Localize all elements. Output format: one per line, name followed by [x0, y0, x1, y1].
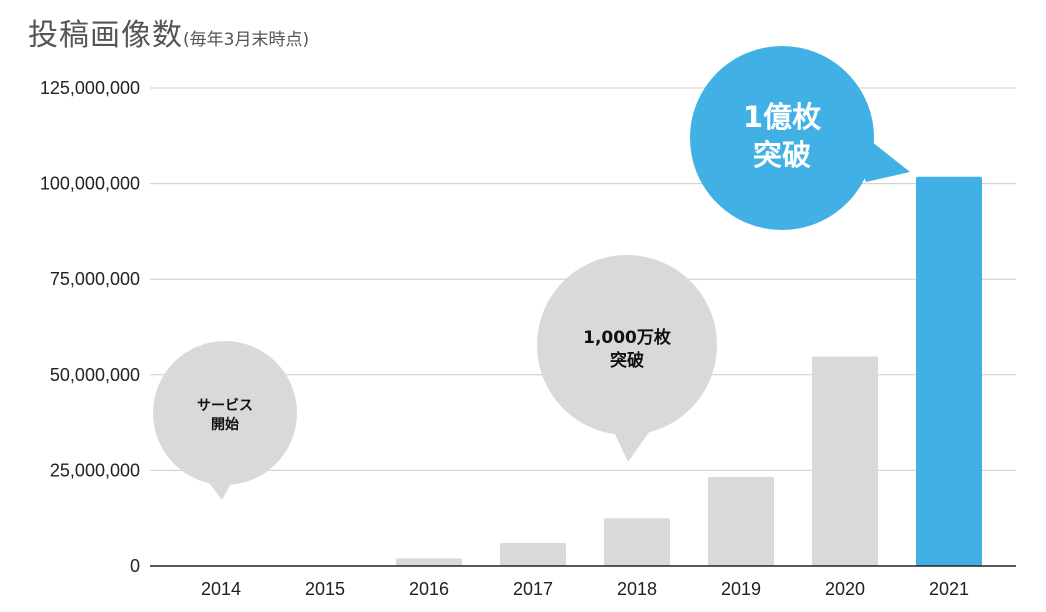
bubble-circle — [690, 46, 874, 230]
bar — [396, 558, 462, 566]
y-axis: 0 25,000,000 50,000,000 75,000,000 100,000,0… — [40, 78, 140, 576]
y-tick-label: 125,000,000 — [40, 78, 140, 98]
bars — [396, 176, 982, 566]
x-tick-label: 2017 — [513, 579, 553, 599]
bubble-text: 突破 — [610, 350, 644, 371]
chart-title-subtitle: (毎年3月末時点) — [183, 30, 310, 50]
bar — [604, 518, 670, 566]
chart-title: 投稿画像数(毎年3月末時点) — [28, 10, 309, 54]
y-tick-label: 0 — [130, 556, 140, 576]
bubble-tail — [188, 455, 236, 500]
bar — [500, 543, 566, 566]
x-tick-label: 2014 — [201, 579, 241, 599]
x-tick-label: 2015 — [305, 579, 345, 599]
x-tick-label: 2016 — [409, 579, 449, 599]
bar — [916, 176, 982, 566]
bar — [708, 476, 774, 566]
bubble-circle — [537, 255, 717, 435]
bubble-text: 突破 — [753, 138, 811, 172]
y-tick-label: 50,000,000 — [50, 365, 140, 385]
x-tick-label: 2018 — [617, 579, 657, 599]
y-tick-label: 100,000,000 — [40, 174, 140, 194]
bar — [812, 356, 878, 566]
chart-title-main: 投稿画像数 — [28, 18, 183, 53]
bubble-tail — [612, 428, 652, 462]
x-tick-label: 2019 — [721, 579, 761, 599]
bubble-circle — [153, 341, 297, 485]
bubble-text: 開始 — [211, 416, 239, 433]
y-tick-label: 25,000,000 — [50, 460, 140, 480]
y-tick-label: 75,000,000 — [50, 269, 140, 289]
bubble-text: 1億枚 — [743, 100, 821, 134]
x-tick-label: 2021 — [929, 579, 969, 599]
bubble-text: サービス — [197, 398, 253, 414]
bubble-text: 1,000万枚 — [583, 327, 672, 348]
x-axis: 2014 2015 2016 2017 2018 2019 2020 2021 — [150, 565, 1016, 599]
x-tick-label: 2020 — [825, 579, 865, 599]
bubble-tail — [842, 118, 910, 182]
